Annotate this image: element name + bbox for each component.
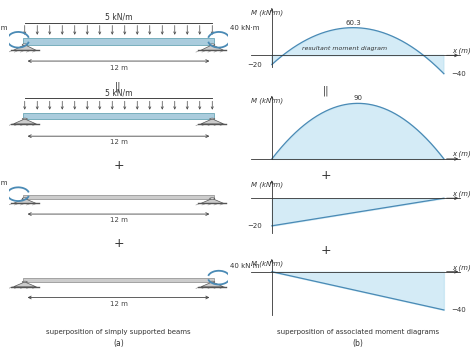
Bar <box>23 278 214 282</box>
Text: +: + <box>113 159 124 171</box>
Text: +: + <box>320 244 331 257</box>
Text: −40: −40 <box>451 307 465 313</box>
Polygon shape <box>13 198 36 203</box>
Circle shape <box>22 198 27 199</box>
Text: 5 kN/m: 5 kN/m <box>105 12 132 21</box>
Text: resultant moment diagram: resultant moment diagram <box>301 46 387 51</box>
Polygon shape <box>201 119 224 124</box>
Text: superposition of simply supported beams: superposition of simply supported beams <box>46 329 191 335</box>
Text: ||: || <box>323 85 329 96</box>
Polygon shape <box>201 45 224 50</box>
Text: (a): (a) <box>113 339 124 348</box>
Text: 12 m: 12 m <box>109 65 128 71</box>
Text: 5 kN/m: 5 kN/m <box>105 89 132 98</box>
Text: 40 kN·m: 40 kN·m <box>230 263 259 269</box>
Text: 12 m: 12 m <box>109 140 128 146</box>
Circle shape <box>210 44 215 45</box>
Text: 20 kN·m: 20 kN·m <box>0 26 7 31</box>
Text: −20: −20 <box>247 223 262 229</box>
Circle shape <box>210 281 215 283</box>
Text: x (m): x (m) <box>452 190 471 197</box>
Text: +: + <box>113 237 124 250</box>
Text: x (m): x (m) <box>452 264 471 271</box>
Text: x (m): x (m) <box>452 151 471 157</box>
Polygon shape <box>13 282 36 287</box>
Text: 40 kN·m: 40 kN·m <box>230 26 259 31</box>
Text: 90: 90 <box>353 95 362 102</box>
Text: +: + <box>320 169 331 182</box>
Text: −20: −20 <box>247 61 262 67</box>
Circle shape <box>210 118 215 120</box>
Polygon shape <box>201 198 224 203</box>
Bar <box>23 38 214 45</box>
Text: 60.3: 60.3 <box>345 20 361 26</box>
Polygon shape <box>13 119 36 124</box>
Text: x (m): x (m) <box>452 48 471 54</box>
Circle shape <box>210 198 215 199</box>
Text: −40: −40 <box>451 71 465 77</box>
Text: M (kN·m): M (kN·m) <box>251 260 283 267</box>
Text: 12 m: 12 m <box>109 217 128 223</box>
Text: superposition of associated moment diagrams: superposition of associated moment diagr… <box>277 329 439 335</box>
Circle shape <box>22 118 27 120</box>
Polygon shape <box>201 282 224 287</box>
Text: ||: || <box>115 82 122 92</box>
Text: 12 m: 12 m <box>109 301 128 307</box>
Text: 20 kN·m: 20 kN·m <box>0 180 7 186</box>
Polygon shape <box>13 45 36 50</box>
Text: M (kN·m): M (kN·m) <box>251 182 283 188</box>
Circle shape <box>22 281 27 283</box>
Text: M (kN·m): M (kN·m) <box>251 9 283 16</box>
Bar <box>23 195 214 198</box>
Text: M (kN·m): M (kN·m) <box>251 97 283 104</box>
Bar <box>23 113 214 119</box>
Circle shape <box>22 44 27 45</box>
Text: (b): (b) <box>353 339 363 348</box>
